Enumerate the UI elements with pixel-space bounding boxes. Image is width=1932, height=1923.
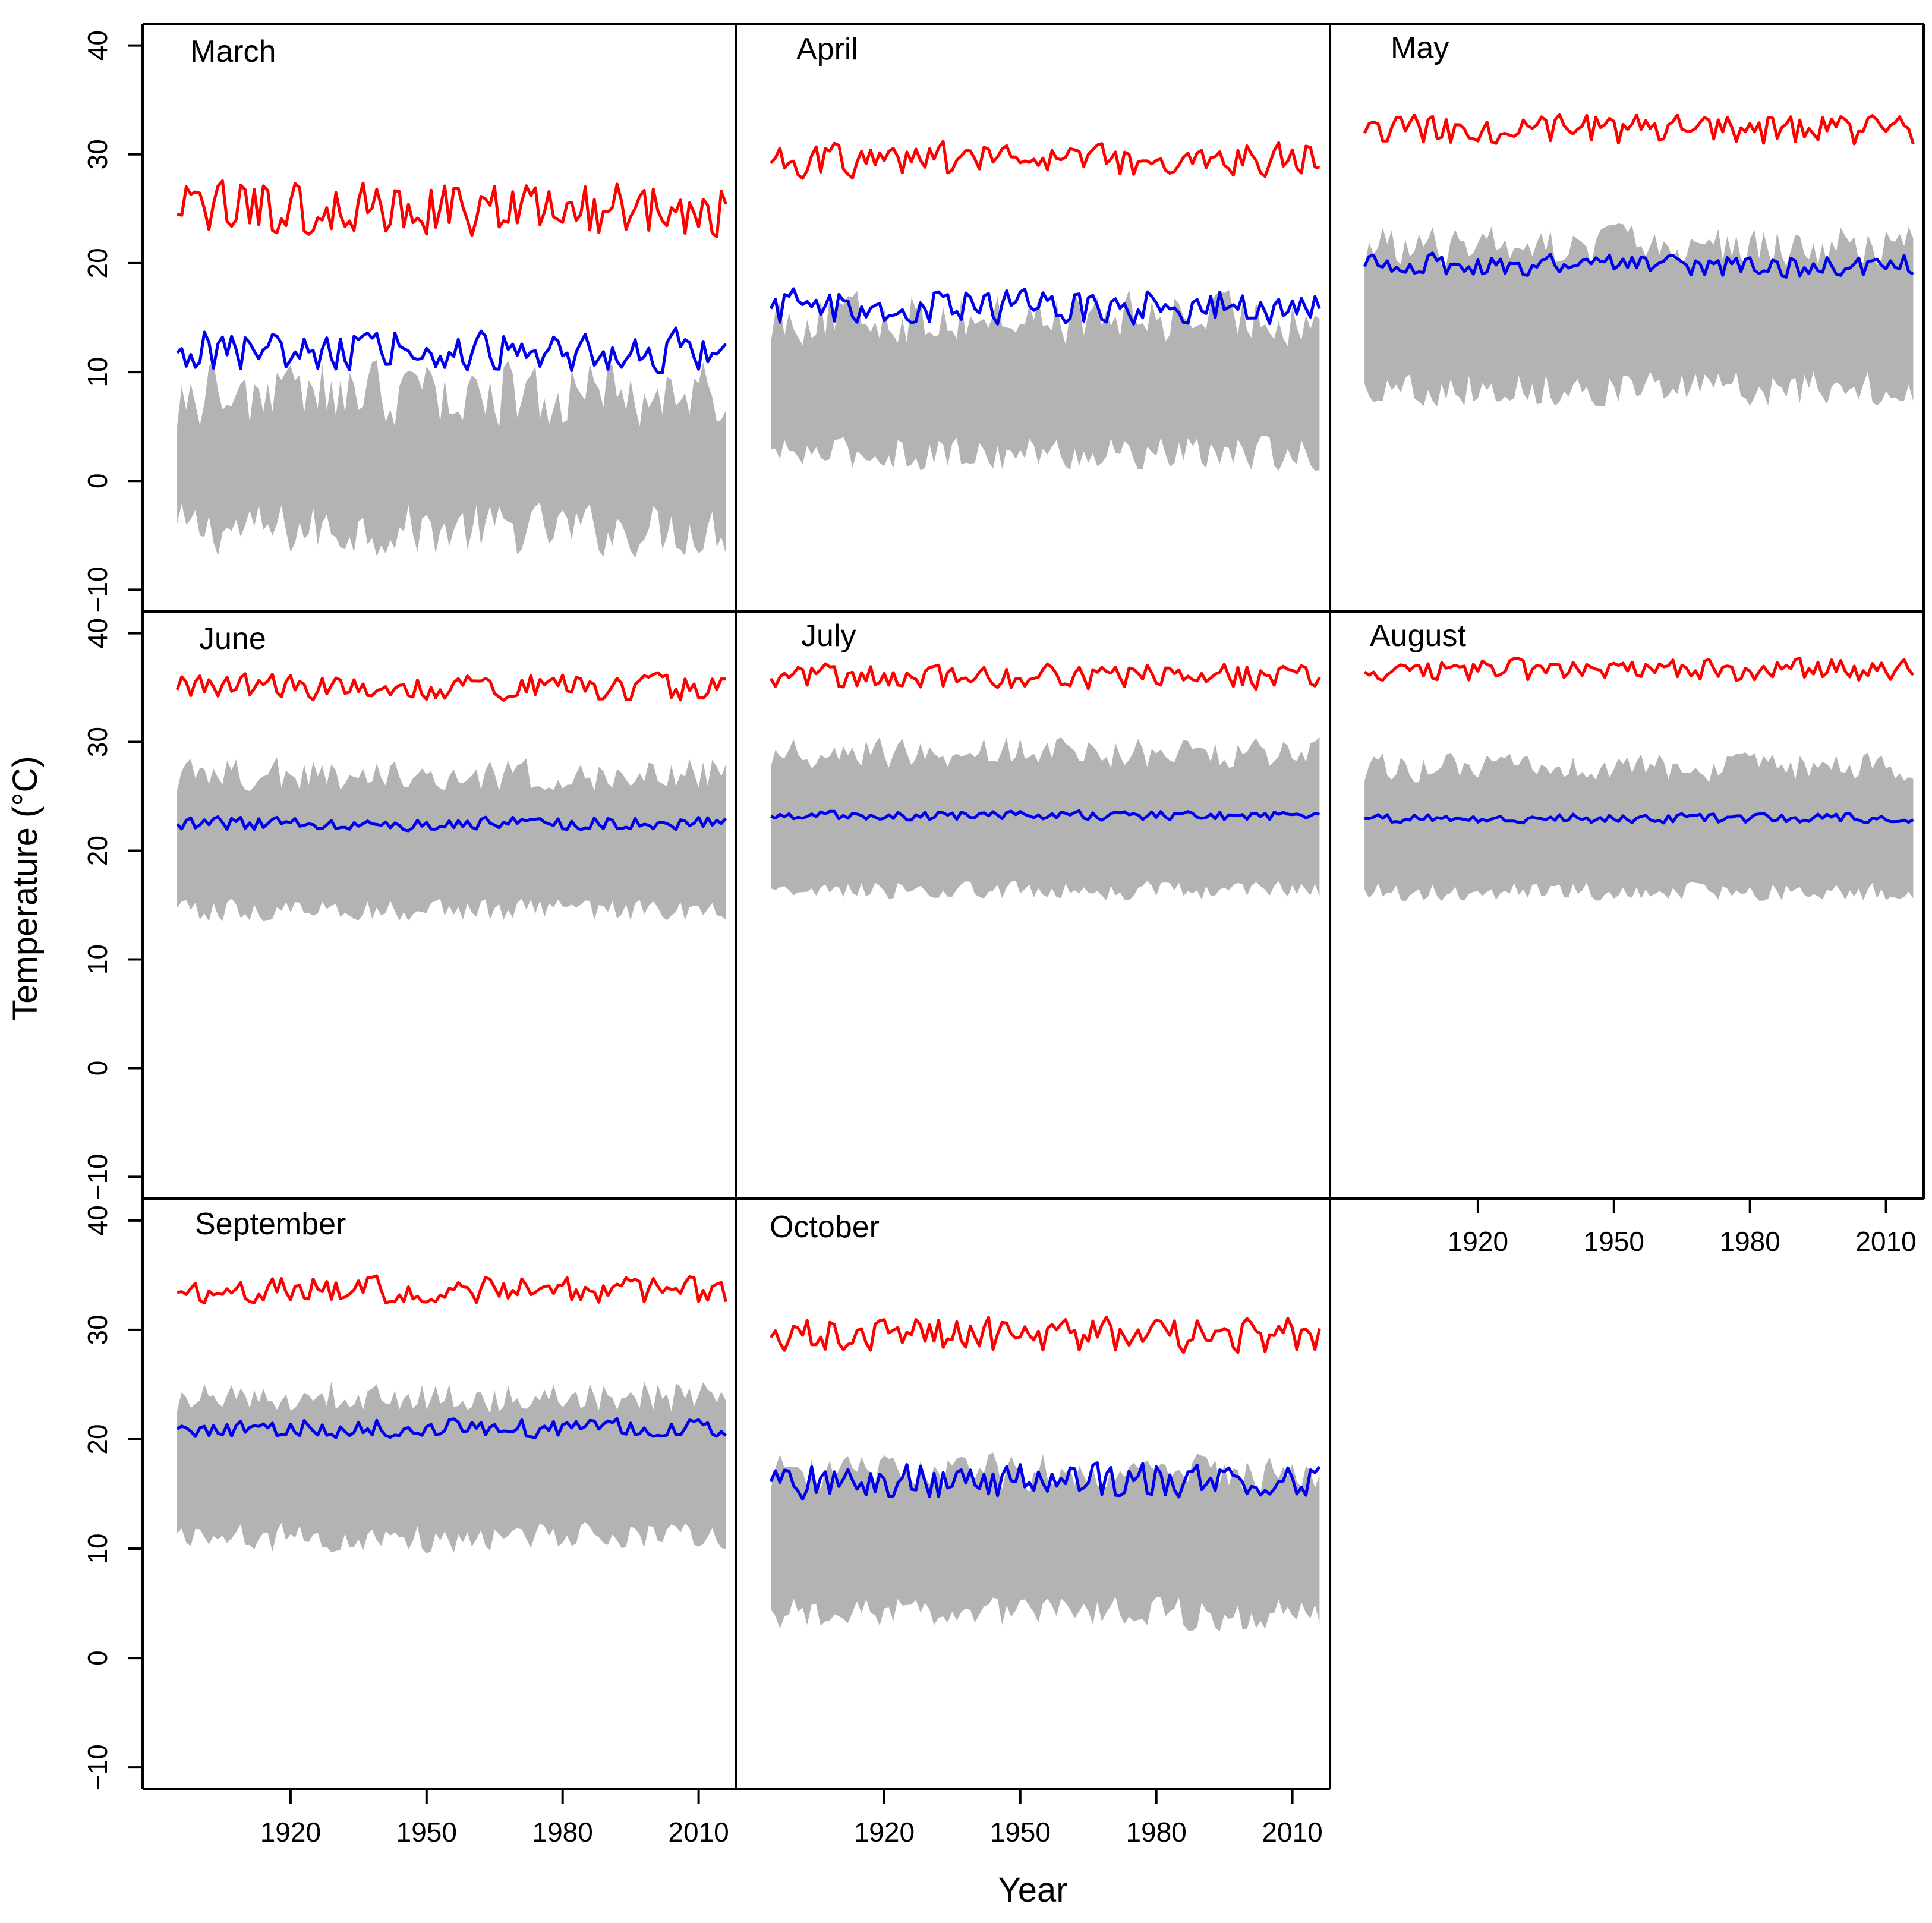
- panel-june: June: [175, 622, 727, 922]
- x-axes: 1920 1950 1980 2010 1920 1950 1980 2010 1920 1950…: [260, 1199, 1917, 1848]
- y-tick-label: 40: [82, 1205, 113, 1235]
- y-tick-label: 0: [82, 1650, 113, 1666]
- y-tick-label: 40: [82, 30, 113, 61]
- y-tick-label: 10: [82, 1533, 113, 1563]
- mean-temperature-line: [176, 326, 727, 374]
- y-axis-june: −10 0 10 20 30 40: [82, 618, 143, 1200]
- temperature-range-band: [771, 289, 1320, 471]
- temperature-range-band: [771, 1452, 1320, 1632]
- y-tick-label: 20: [82, 836, 113, 866]
- panel-title: September: [195, 1207, 346, 1241]
- max-temperature-line: [770, 1316, 1321, 1354]
- x-tick-label: 1950: [1584, 1226, 1644, 1257]
- panel-october: October: [769, 1210, 1321, 1632]
- frame-lines: [141, 23, 1925, 1790]
- y-tick-label: 20: [82, 1424, 113, 1454]
- x-axis-label: Year: [998, 1871, 1067, 1909]
- y-tick-label: 30: [82, 727, 113, 757]
- panel-marks: [769, 662, 1321, 901]
- x-tick-label: 1950: [396, 1817, 457, 1848]
- panel-marks: [176, 1274, 727, 1553]
- y-tick-label: 0: [82, 473, 113, 488]
- panels: March April May June July August September Octo…: [175, 31, 1915, 1632]
- mean-temperature-line: [770, 809, 1320, 822]
- mean-temperature-line: [769, 1461, 1321, 1501]
- mean-temperature-line: [176, 815, 727, 833]
- panel-title: April: [796, 32, 858, 67]
- y-tick-label: 10: [82, 944, 113, 975]
- panel-marks: [769, 1316, 1321, 1632]
- max-temperature-line: [177, 1274, 727, 1305]
- panel-title: May: [1391, 31, 1449, 65]
- max-temperature-line: [769, 662, 1321, 691]
- y-tick-label: 30: [82, 1314, 113, 1345]
- panel-march: March: [176, 34, 727, 558]
- panel-september: September: [176, 1207, 727, 1553]
- panel-august: August: [1363, 619, 1915, 902]
- temperature-range-band: [1364, 752, 1914, 902]
- panel-april: April: [769, 32, 1321, 471]
- y-axis-label: Temperature (°C): [6, 756, 45, 1020]
- temperature-range-band: [177, 1381, 726, 1553]
- panel-marks: [176, 179, 727, 558]
- mean-temperature-line: [176, 1417, 727, 1439]
- y-tick-label: 20: [82, 248, 113, 278]
- y-tick-label: 40: [82, 618, 113, 648]
- x-axis-september: 1920 1950 1980 2010: [260, 1789, 729, 1848]
- max-temperature-line: [770, 140, 1320, 180]
- x-tick-label: 1920: [260, 1817, 321, 1848]
- mean-temperature-line: [769, 287, 1321, 326]
- panel-marks: [769, 140, 1321, 471]
- panel-title: October: [770, 1210, 880, 1244]
- x-tick-label: 1980: [532, 1817, 593, 1848]
- x-tick-label: 1920: [854, 1817, 915, 1848]
- panel-title: March: [190, 34, 276, 69]
- max-temperature-line: [1363, 657, 1915, 682]
- max-temperature-line: [177, 179, 727, 238]
- x-tick-label: 2010: [668, 1817, 729, 1848]
- y-tick-label: −10: [82, 566, 113, 613]
- temperature-range-band: [1364, 223, 1914, 407]
- y-axis-september: −10 0 10 20 30 40: [82, 1205, 143, 1790]
- mean-temperature-line: [1364, 811, 1914, 825]
- x-tick-label: 1920: [1448, 1226, 1508, 1257]
- y-tick-label: −10: [82, 1744, 113, 1790]
- panel-title: July: [801, 619, 856, 653]
- x-tick-label: 2010: [1855, 1226, 1916, 1257]
- x-tick-label: 1950: [990, 1817, 1051, 1848]
- x-axis-august: 1920 1950 1980 2010: [1448, 1199, 1917, 1257]
- panel-marks: [1363, 112, 1915, 407]
- panel-title: June: [199, 622, 266, 656]
- y-tick-label: −10: [82, 1153, 113, 1200]
- temperature-range-band: [177, 757, 726, 922]
- x-tick-label: 1980: [1720, 1226, 1780, 1257]
- panel-title: August: [1370, 619, 1466, 653]
- y-tick-label: 30: [82, 139, 113, 169]
- x-axis-october: 1920 1950 1980 2010: [854, 1789, 1323, 1848]
- panel-marks: [175, 671, 727, 922]
- y-axes: −10 0 10 20 30 40 −10 0 10 20 30 40 −10 0 10 20 30 40: [82, 30, 143, 1790]
- x-tick-label: 1980: [1126, 1817, 1187, 1848]
- y-axis-march: −10 0 10 20 30 40: [82, 30, 143, 613]
- panel-may: May: [1363, 31, 1915, 407]
- max-temperature-line: [1363, 112, 1915, 146]
- temperature-range-band: [177, 360, 726, 558]
- panel-july: July: [769, 619, 1321, 901]
- y-tick-label: 10: [82, 357, 113, 387]
- y-tick-label: 0: [82, 1061, 113, 1076]
- max-temperature-line: [175, 671, 726, 702]
- panel-marks: [1363, 657, 1915, 902]
- x-tick-label: 2010: [1262, 1817, 1322, 1848]
- mean-temperature-line: [1363, 251, 1914, 279]
